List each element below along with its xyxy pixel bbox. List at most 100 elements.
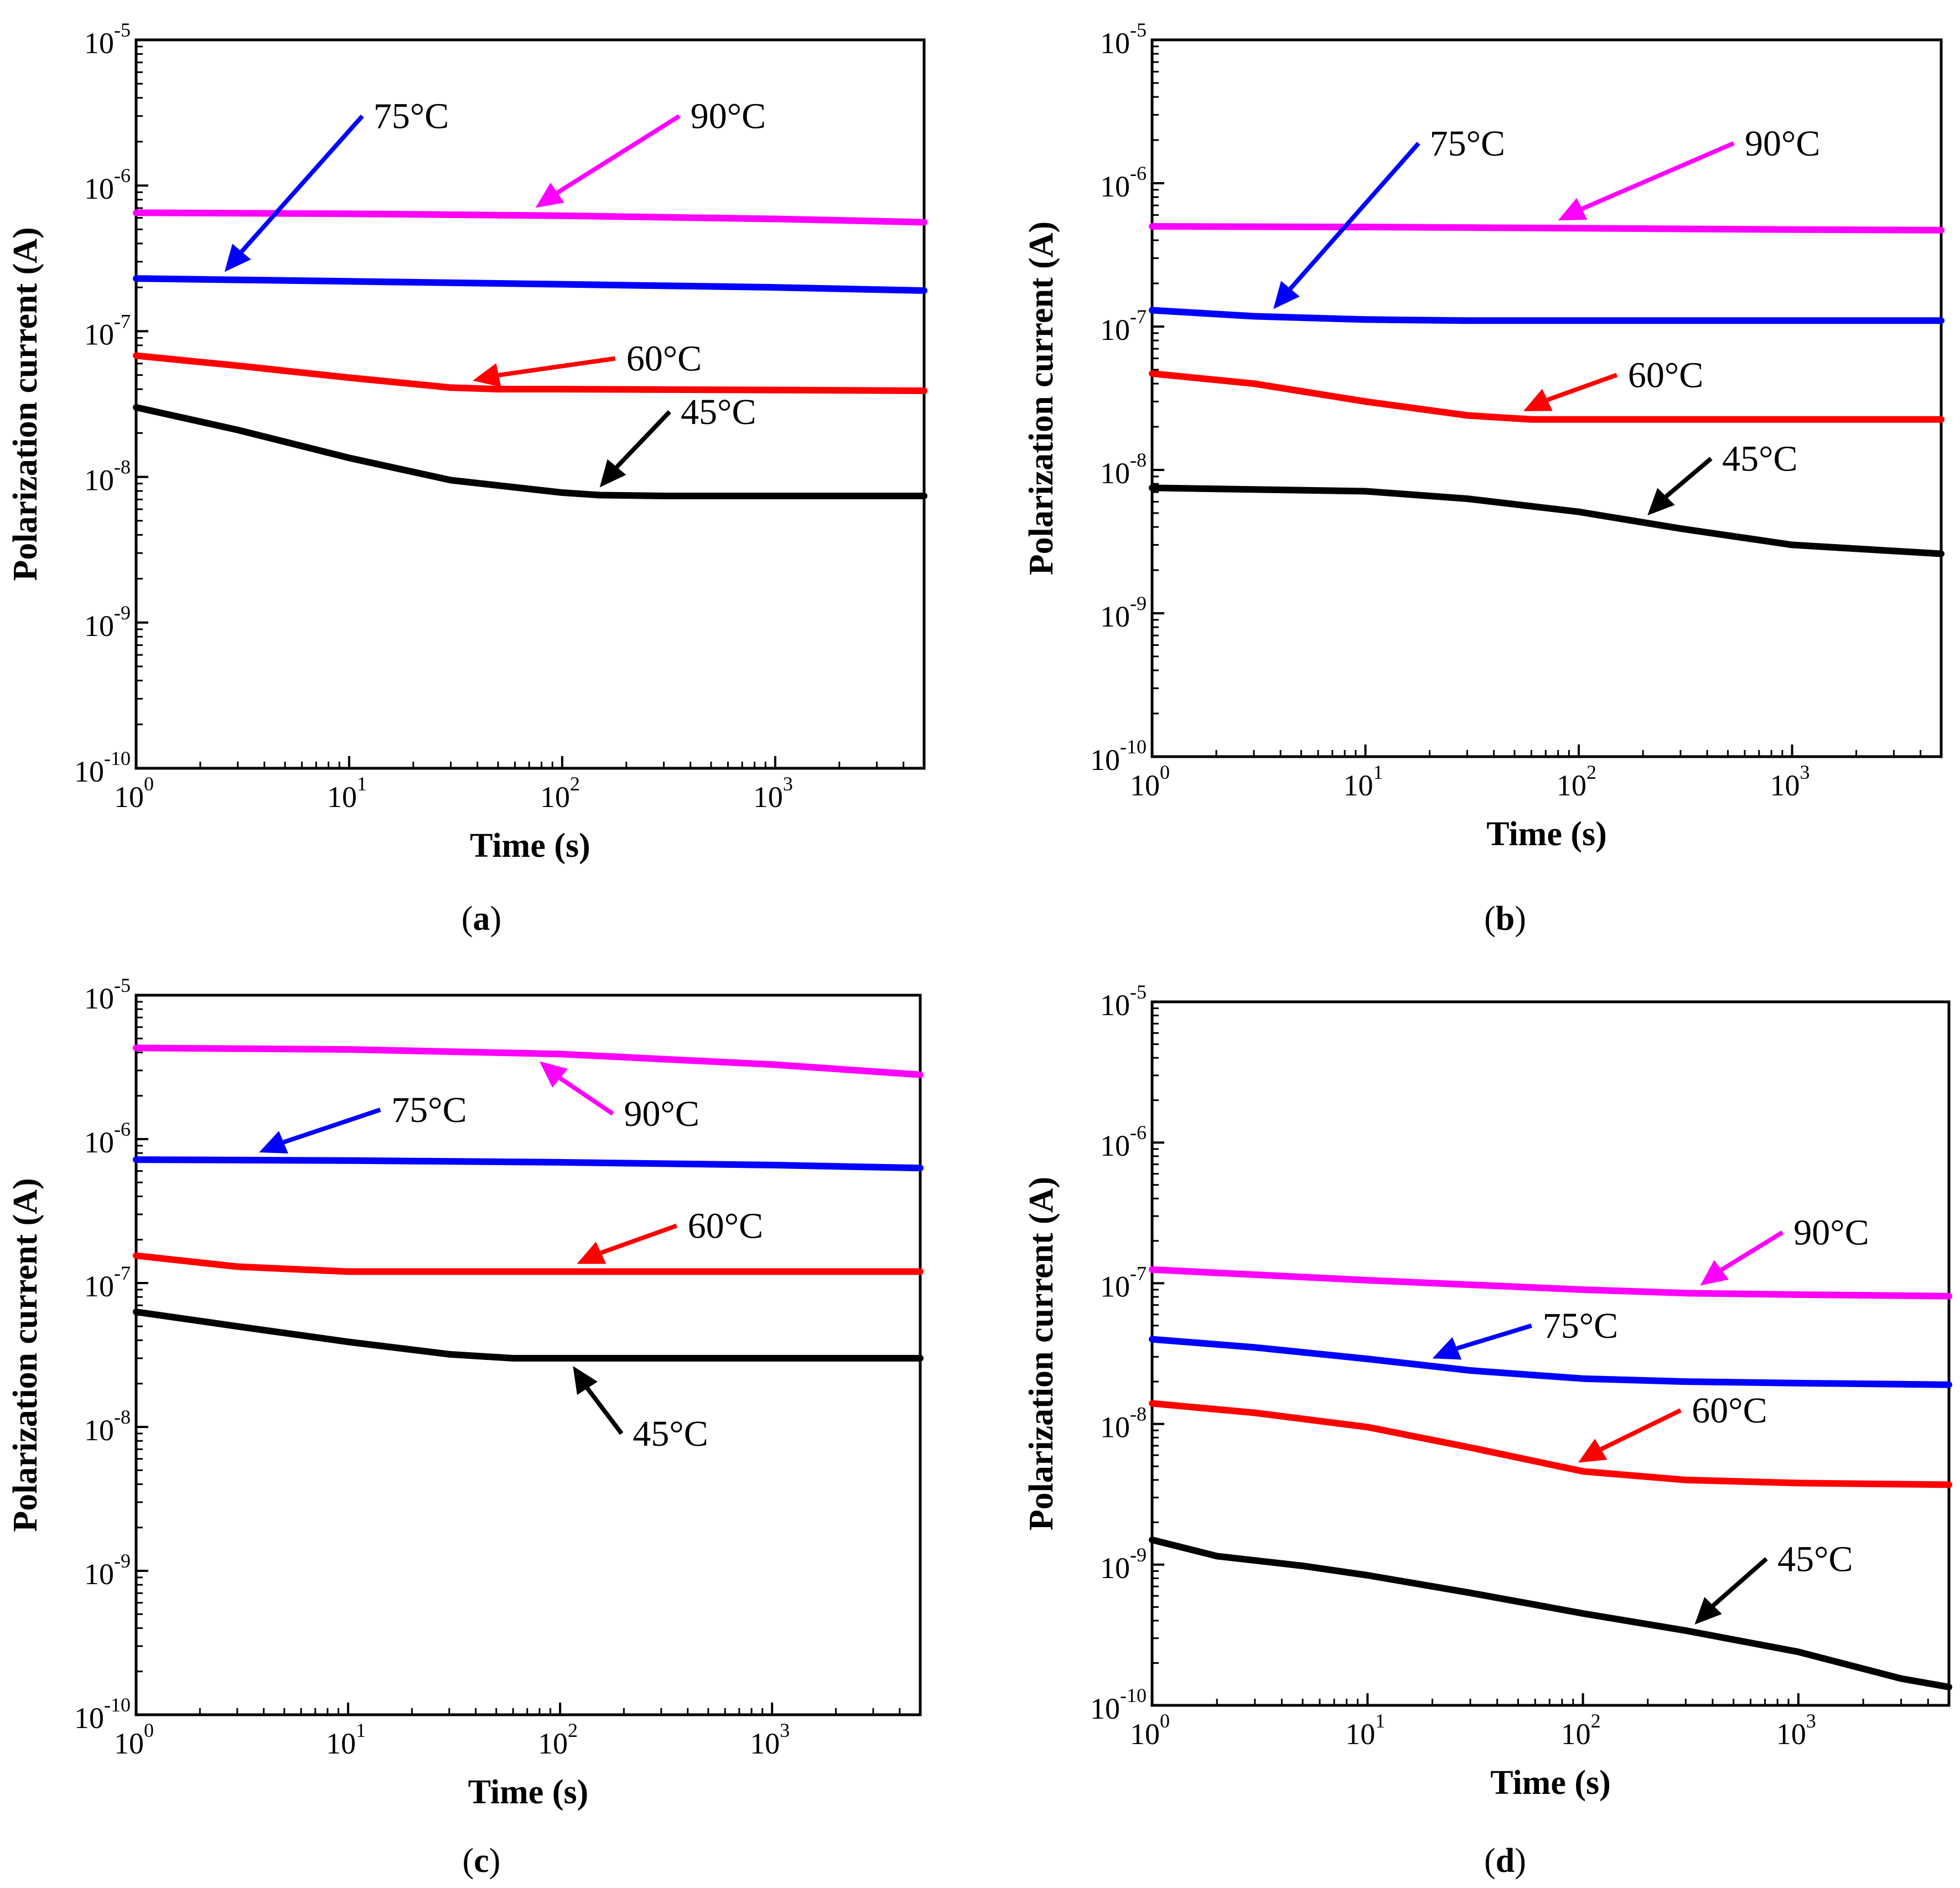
series-line-45°C <box>1149 1537 1952 1690</box>
series-label-45°C: 45°C <box>1722 438 1797 479</box>
series-line-45°C <box>133 404 927 499</box>
arrow-shaft-60°C <box>1547 373 1618 402</box>
arrow-shaft-75°C <box>1456 1323 1532 1351</box>
panel-caption: (b) <box>1484 900 1526 938</box>
arrow-head-45°C <box>573 1365 598 1395</box>
x-tick-label: 101 <box>327 773 367 814</box>
arrow-head-90°C <box>540 1061 568 1088</box>
series-label-60°C: 60°C <box>626 339 702 379</box>
y-axis-label: Polarization current (A) <box>1023 221 1060 575</box>
series-line-45°C <box>1149 484 1945 557</box>
y-tick-label: 10-10 <box>74 747 131 788</box>
arrow-shaft-75°C <box>240 114 364 254</box>
series-label-90°C: 90°C <box>624 1094 699 1134</box>
series-line-90°C <box>133 209 927 226</box>
x-tick-label: 102 <box>538 1719 578 1760</box>
y-tick-label: 10-9 <box>1100 592 1147 633</box>
arrow-head-75°C <box>224 244 251 272</box>
y-tick-label: 10-6 <box>1100 162 1147 203</box>
x-tick-label: 103 <box>1776 1710 1816 1751</box>
series-label-75°C: 75°C <box>391 1090 466 1130</box>
arrow-shaft-45°C <box>1665 457 1713 498</box>
y-tick-label: 10-10 <box>74 1694 131 1735</box>
x-tick-label: 100 <box>1130 761 1170 802</box>
y-axis-label: Polarization current (A) <box>7 227 44 581</box>
y-tick-label: 10-8 <box>1100 1403 1147 1444</box>
arrow-head-75°C <box>1432 1337 1462 1360</box>
y-tick-label: 10-9 <box>84 1550 131 1591</box>
x-tick-label: 101 <box>1344 761 1383 802</box>
x-axis-label: Time (s) <box>1486 815 1607 853</box>
x-tick-label: 100 <box>114 1719 154 1760</box>
series-line-60°C <box>133 1252 924 1275</box>
x-tick-label: 100 <box>114 773 154 814</box>
arrow-shaft-45°C <box>1712 1557 1768 1607</box>
x-axis-label: Time (s) <box>1490 1764 1611 1802</box>
arrow-head-45°C <box>1647 488 1675 516</box>
x-tick-label: 102 <box>1557 761 1596 802</box>
arrow-head-60°C <box>577 1242 606 1264</box>
y-tick-label: 10-6 <box>84 1118 131 1159</box>
arrow-head-90°C <box>1558 198 1588 221</box>
x-tick-label: 103 <box>750 1719 790 1760</box>
plot-frame <box>1150 1000 1951 1707</box>
series-line-60°C <box>133 352 927 394</box>
series-line-60°C <box>1149 370 1945 423</box>
arrow-head-90°C <box>535 182 564 208</box>
arrow-shaft-90°C <box>1720 1230 1784 1272</box>
series-label-60°C: 60°C <box>688 1206 763 1246</box>
x-tick-label: 103 <box>753 773 793 814</box>
series-label-75°C: 75°C <box>1543 1306 1618 1346</box>
series-label-45°C: 45°C <box>632 1414 708 1454</box>
arrow-head-90°C <box>1700 1260 1729 1286</box>
arrow-head-60°C <box>473 363 501 387</box>
x-tick-label: 101 <box>326 1719 366 1760</box>
series-line-75°C <box>1149 307 1945 324</box>
y-tick-label: 10-5 <box>84 974 131 1015</box>
x-tick-label: 102 <box>1561 1710 1601 1751</box>
series-line-90°C <box>1149 223 1945 234</box>
y-tick-label: 10-7 <box>1100 306 1147 346</box>
arrow-head-60°C <box>1578 1439 1608 1463</box>
y-tick-label: 10-9 <box>1100 1544 1147 1585</box>
series-line-75°C <box>133 1156 924 1172</box>
series-line-60°C <box>1149 1400 1952 1488</box>
panel-d: 10-10 10-9 10-8 10-7 10-6 10-5 100 101 102 103 Tim… <box>1023 981 1952 1880</box>
series-label-90°C: 90°C <box>1745 123 1820 164</box>
panel-caption: (d) <box>1484 1842 1526 1880</box>
y-tick-label: 10-7 <box>84 310 131 351</box>
plot-frame <box>134 38 926 770</box>
arrow-shaft-75°C <box>283 1108 381 1145</box>
series-label-60°C: 60°C <box>1692 1390 1767 1431</box>
panel-caption: (a) <box>462 900 501 938</box>
y-tick-label: 10-8 <box>1100 449 1147 490</box>
arrow-shaft-60°C <box>1600 1408 1682 1451</box>
panel-b: 10-10 10-9 10-8 10-7 10-6 10-5 100 101 102 103 Tim… <box>1023 19 1945 938</box>
y-tick-label: 10-7 <box>1100 1262 1147 1303</box>
y-tick-label: 10-6 <box>1100 1121 1147 1162</box>
panel-a: 10-10 10-9 10-8 10-7 10-6 10-5 100 101 102 103 Tim… <box>7 19 927 938</box>
arrow-head-45°C <box>599 459 626 488</box>
arrow-shaft-90°C <box>1581 141 1735 211</box>
x-tick-label: 100 <box>1130 1710 1170 1751</box>
y-tick-label: 10-5 <box>1100 19 1147 60</box>
y-tick-label: 10-5 <box>1100 981 1147 1022</box>
series-line-75°C <box>1149 1336 1952 1388</box>
arrow-head-75°C <box>1273 281 1300 309</box>
arrow-head-45°C <box>1694 1597 1722 1625</box>
arrow-shaft-60°C <box>600 1223 678 1255</box>
y-axis-label: Polarization current (A) <box>1023 1177 1060 1530</box>
y-tick-label: 10-10 <box>1090 1684 1147 1725</box>
series-line-75°C <box>133 275 927 294</box>
arrow-head-75°C <box>259 1131 288 1154</box>
arrow-shaft-90°C <box>556 114 681 195</box>
x-tick-label: 101 <box>1345 1710 1385 1751</box>
y-tick-label: 10-9 <box>84 602 131 643</box>
series-label-90°C: 90°C <box>1793 1212 1869 1253</box>
series-label-60°C: 60°C <box>1628 355 1703 395</box>
y-tick-label: 10-6 <box>84 164 131 205</box>
series-label-75°C: 75°C <box>1430 123 1505 164</box>
y-tick-label: 10-5 <box>84 19 131 60</box>
series-line-45°C <box>133 1308 924 1362</box>
